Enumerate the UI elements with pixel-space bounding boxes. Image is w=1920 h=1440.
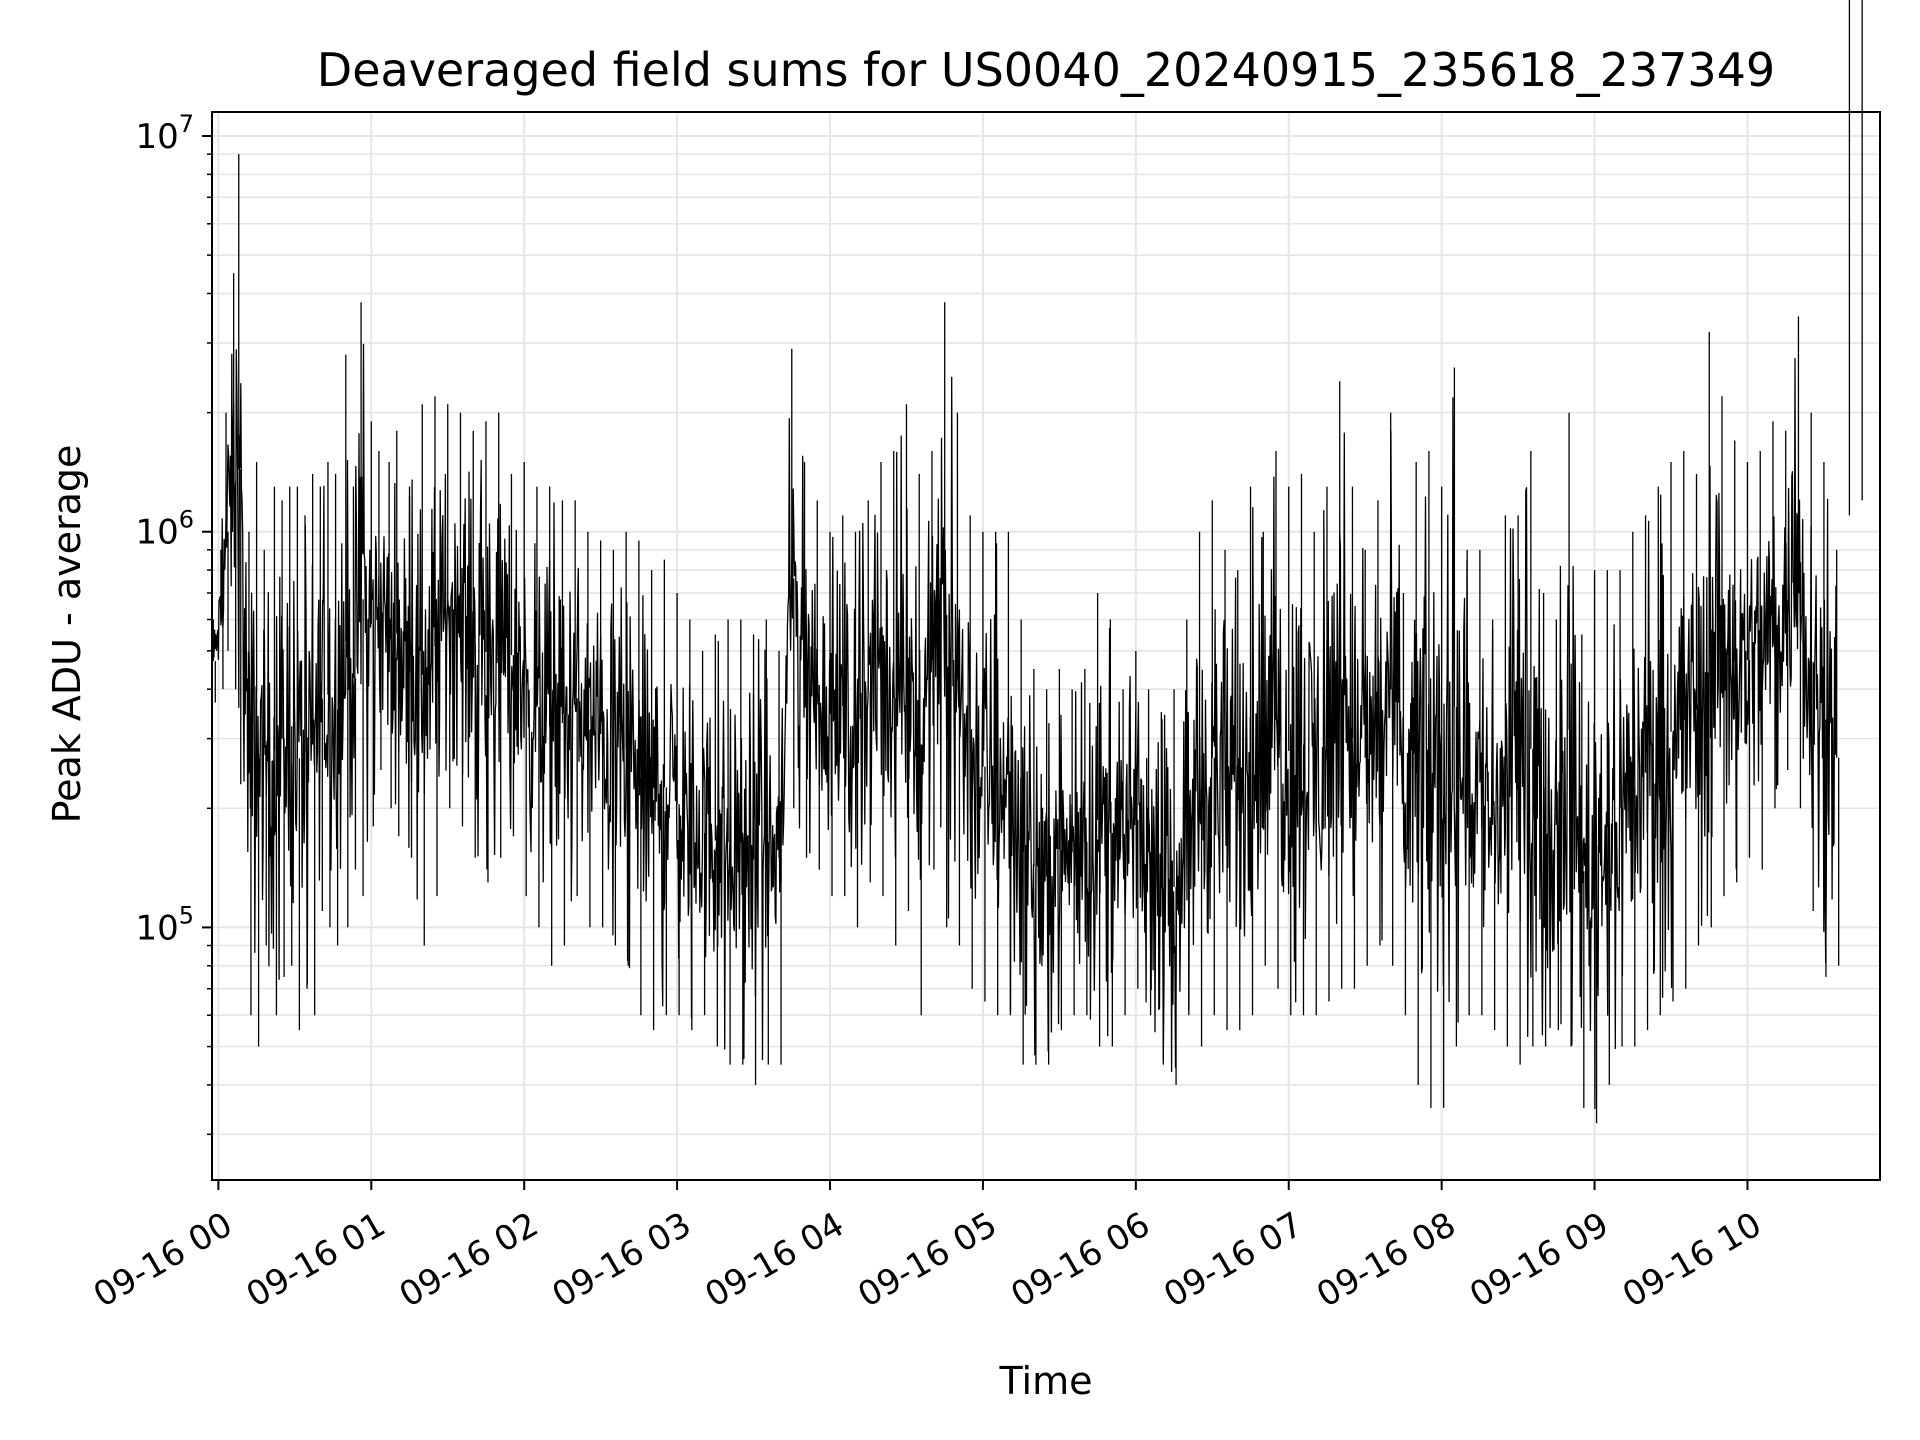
- plot-frame: [211, 111, 1881, 1181]
- y-tick-label: 106: [135, 506, 194, 553]
- y-axis-label: Peak ADU - average: [45, 445, 89, 824]
- y-tick-label: 105: [135, 901, 194, 948]
- x-axis-label: Time: [999, 1359, 1093, 1403]
- y-tick-label: 107: [135, 110, 194, 157]
- data-series: [212, 0, 1863, 1124]
- y-axis-ticks: 105 106 107: [135, 110, 212, 1136]
- series-line: [212, 343, 1838, 1110]
- chart-title: Deaveraged field sums for US0040_2024091…: [317, 43, 1775, 97]
